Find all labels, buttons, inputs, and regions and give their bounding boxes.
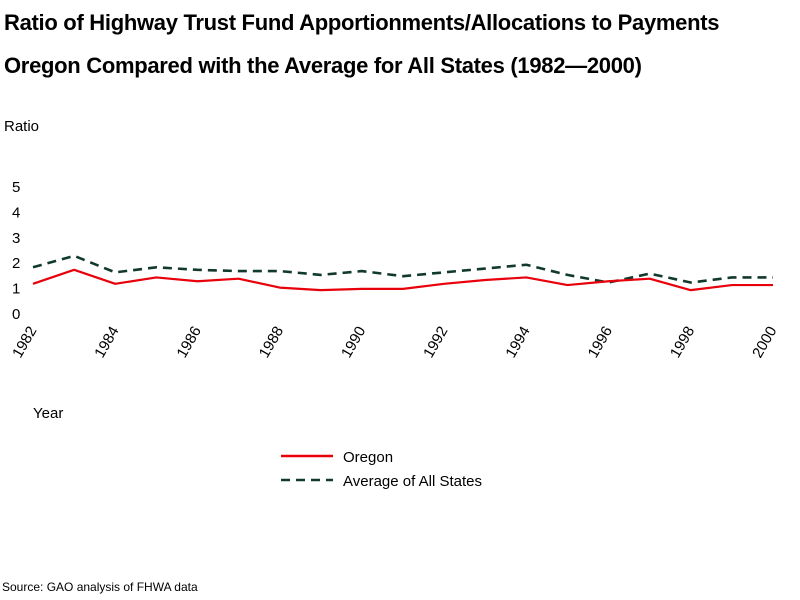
chart-title: Ratio of Highway Trust Fund Apportionmen… [4,10,720,35]
y-tick-label: 4 [12,204,20,221]
x-tick-label: 1986 [173,324,204,361]
chart-subtitle: Oregon Compared with the Average for All… [4,53,642,78]
x-tick-label: 1988 [256,324,287,361]
y-tick-label: 1 [12,281,20,298]
series-line-oregon [32,268,773,292]
x-tick-label: 1998 [667,324,698,361]
y-tick-label: 5 [12,179,20,196]
x-tick-label: 1984 [91,324,122,361]
x-tick-label: 1994 [502,324,533,361]
source-note: Source: GAO analysis of FHWA data [2,580,198,594]
y-axis-label: Ratio [4,118,40,135]
y-tick-label: 2 [12,255,20,272]
x-tick-label: 1982 [9,324,40,361]
legend-label: Average of All States [343,473,482,490]
y-tick-label: 3 [12,230,20,247]
x-tick-label: 1992 [420,324,451,361]
y-tick-label: 0 [12,306,20,323]
legend-label: Oregon [343,449,393,466]
series-line-average-all-states [32,254,773,284]
x-tick-label: 2000 [749,324,780,361]
x-tick-label: 1990 [338,324,369,361]
x-tick-label: 1996 [585,324,616,361]
x-axis-label: Year [33,405,64,422]
